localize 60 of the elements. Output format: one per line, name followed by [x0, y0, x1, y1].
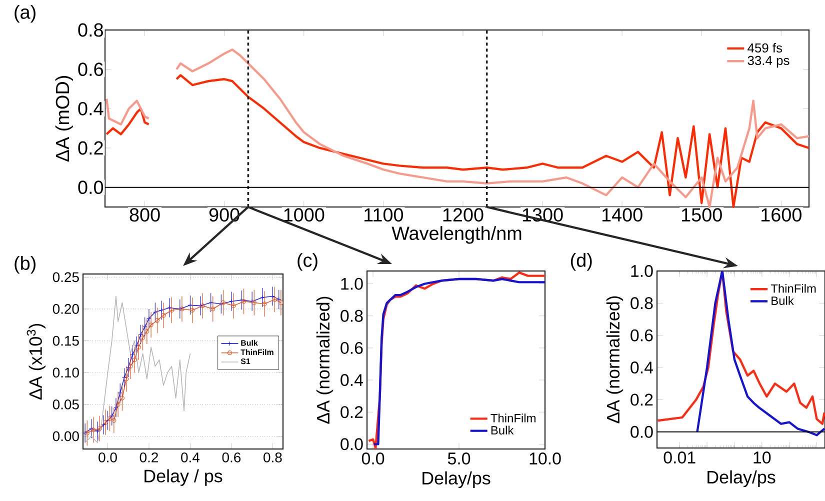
legend-label: ThinFilm: [770, 284, 816, 293]
y-tick-label: 0.4: [630, 362, 653, 374]
y-tick-label: 0.6: [78, 62, 103, 76]
line-series: [84, 296, 191, 444]
x-tick-label: 0.0: [98, 452, 117, 462]
chart-title: (c): [298, 253, 318, 271]
x-tick-label: 1400: [602, 208, 642, 222]
y-tick-label: 0.0: [630, 426, 653, 438]
legend-label: Bulk: [772, 296, 794, 305]
x-tick-label: 10: [754, 452, 771, 464]
y-tick-label: 0.6: [340, 342, 363, 354]
y-tick-label: 0.05: [52, 399, 79, 410]
y-axis-title: ΔA (normalized): [316, 296, 334, 424]
y-tick-label: 0.8: [630, 297, 653, 310]
y-axis-title: ΔA (x10$^{3}$): [26, 324, 46, 400]
legend-label: ThinFilm: [490, 414, 536, 422]
x-tick-label: 0.2: [140, 452, 158, 462]
y-tick-label: 0.2: [340, 406, 363, 418]
chart-title: (b): [14, 256, 36, 274]
y-tick-label: 0.6: [630, 329, 653, 342]
x-tick-label: 5.0: [448, 452, 470, 465]
y-tick-label: 0.20: [52, 304, 79, 314]
legend-label: 33.4 ps: [748, 56, 790, 68]
y-tick-label: 0.0: [340, 438, 363, 450]
x-tick-label: 1600: [762, 208, 802, 222]
x-tick-label: 1100: [364, 208, 404, 222]
x-tick-label: 0.01: [664, 452, 696, 464]
y-tick-label: 0.8: [78, 23, 103, 37]
x-tick-label: 1500: [682, 208, 722, 222]
y-tick-label: 0.25: [52, 272, 79, 282]
chart-title: (d): [570, 253, 592, 271]
y-tick-label: 0.4: [340, 374, 363, 386]
x-tick-label: 800: [130, 208, 160, 222]
y-tick-label: 0.00: [52, 431, 79, 442]
y-tick-label: 0.2: [78, 141, 103, 155]
x-tick-label: 900: [209, 208, 240, 222]
y-axis-title: ΔA (normalized): [606, 296, 624, 424]
x-axis-title: Delay/ps: [708, 470, 776, 488]
chart-title: (a): [14, 4, 36, 23]
x-tick-label: 1200: [443, 208, 484, 222]
y-tick-label: 0.4: [78, 102, 104, 116]
x-tick-label: 0.8: [264, 452, 282, 462]
x-axis-title: Delay / ps: [144, 469, 222, 486]
x-axis-title: Wavelength/nm: [392, 226, 522, 244]
y-tick-label: 1.0: [341, 278, 363, 290]
y-tick-label: 1.0: [631, 264, 653, 277]
y-tick-label: 0.8: [340, 310, 363, 322]
x-tick-label: 0.6: [222, 452, 241, 462]
x-axis-title: Delay/ps: [422, 471, 490, 488]
y-tick-label: 0.10: [52, 368, 79, 378]
legend-label: Bulk: [491, 426, 514, 435]
y-tick-label: 0.15: [52, 336, 79, 346]
y-axis-title: ΔA (mOD): [55, 76, 73, 162]
x-tick-label: 0.4: [181, 452, 200, 462]
y-tick-label: 0.0: [78, 180, 104, 194]
x-tick-label: 0.0: [362, 452, 384, 465]
x-tick-label: 1000: [284, 208, 324, 222]
x-tick-label: 10.0: [530, 452, 561, 465]
y-tick-label: 0.2: [630, 394, 653, 406]
legend-label: 459 fs: [748, 43, 782, 53]
